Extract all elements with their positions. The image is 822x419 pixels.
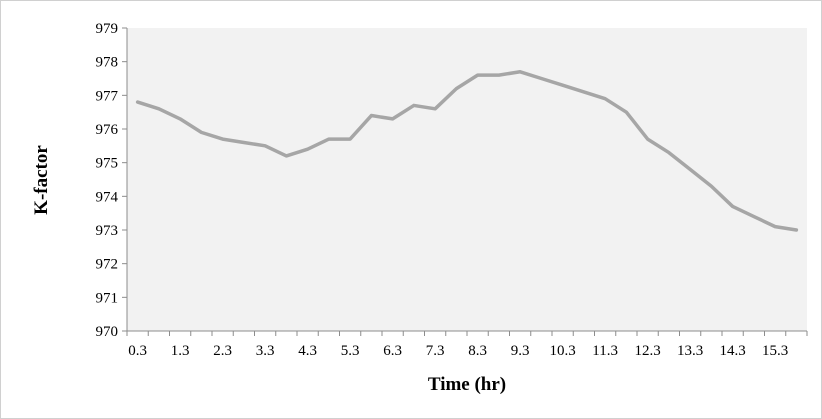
y-tick-label: 972 xyxy=(96,257,119,273)
y-tick-label: 978 xyxy=(96,55,119,71)
data-point xyxy=(773,225,777,228)
x-tick-label: 5.3 xyxy=(341,343,360,359)
x-tick-label: 4.3 xyxy=(298,343,317,359)
data-point xyxy=(731,205,734,208)
data-point xyxy=(327,137,331,141)
x-axis: 0.3 1.3 2.3 3.3 4.3 5.3 6.3 7.3 8.3 9.3 10.3 11.3 12… xyxy=(126,331,808,359)
series-line xyxy=(135,70,799,232)
y-tick-label: 979 xyxy=(96,21,119,37)
y-tick-label: 971 xyxy=(96,290,119,306)
x-tick-label: 10.3 xyxy=(550,343,576,359)
data-point xyxy=(625,110,628,114)
data-point xyxy=(263,144,267,148)
x-tick-label: 14.3 xyxy=(720,343,746,359)
y-tick-label: 975 xyxy=(96,156,119,172)
data-point xyxy=(476,73,479,77)
data-point xyxy=(348,137,352,141)
data-point xyxy=(157,107,161,111)
data-point xyxy=(285,154,288,158)
x-tick-label: 12.3 xyxy=(635,343,661,359)
data-point xyxy=(646,137,649,141)
y-tick-label: 977 xyxy=(96,88,119,104)
y-tick-label: 974 xyxy=(96,189,119,205)
data-point xyxy=(242,141,246,144)
x-tick-label: 2.3 xyxy=(213,343,232,359)
data-point xyxy=(688,168,692,171)
x-tick-label: 6.3 xyxy=(383,343,402,359)
data-point xyxy=(306,148,309,151)
y-tick-label: 970 xyxy=(96,324,119,340)
plot-area xyxy=(127,28,807,331)
y-tick-label: 976 xyxy=(96,122,119,138)
data-point xyxy=(795,228,798,232)
x-tick-label: 8.3 xyxy=(468,343,487,359)
data-point xyxy=(710,185,713,188)
data-point xyxy=(178,117,182,121)
data-point xyxy=(391,117,394,121)
x-tick-label: 9.3 xyxy=(511,343,530,359)
data-point xyxy=(221,137,224,141)
data-point xyxy=(200,131,203,134)
data-point xyxy=(667,151,671,154)
y-axis: 970 971 972 973 974 975 976 977 978 979 xyxy=(96,21,127,340)
x-tick-label: 13.3 xyxy=(677,343,703,359)
data-point xyxy=(370,114,373,117)
x-tick-label: 11.3 xyxy=(592,343,618,359)
data-point xyxy=(433,107,437,111)
data-point xyxy=(518,70,522,73)
data-point xyxy=(561,84,564,87)
data-point xyxy=(497,73,501,77)
data-point xyxy=(603,97,607,100)
data-point xyxy=(540,77,543,80)
y-tick-label: 973 xyxy=(96,223,119,239)
data-point xyxy=(752,215,756,218)
x-axis-title: Time (hr) xyxy=(428,374,506,395)
data-point xyxy=(136,100,139,104)
series-layer xyxy=(135,70,799,232)
x-tick-label: 15.3 xyxy=(762,343,788,359)
x-tick-label: 1.3 xyxy=(171,343,190,359)
data-point xyxy=(455,87,458,90)
y-axis-title: K-factor xyxy=(31,145,52,215)
data-point xyxy=(412,104,416,107)
data-point xyxy=(582,90,586,94)
x-tick-label: 0.3 xyxy=(128,343,147,359)
x-tick-label: 7.3 xyxy=(426,343,445,359)
x-tick-label: 3.3 xyxy=(256,343,275,359)
